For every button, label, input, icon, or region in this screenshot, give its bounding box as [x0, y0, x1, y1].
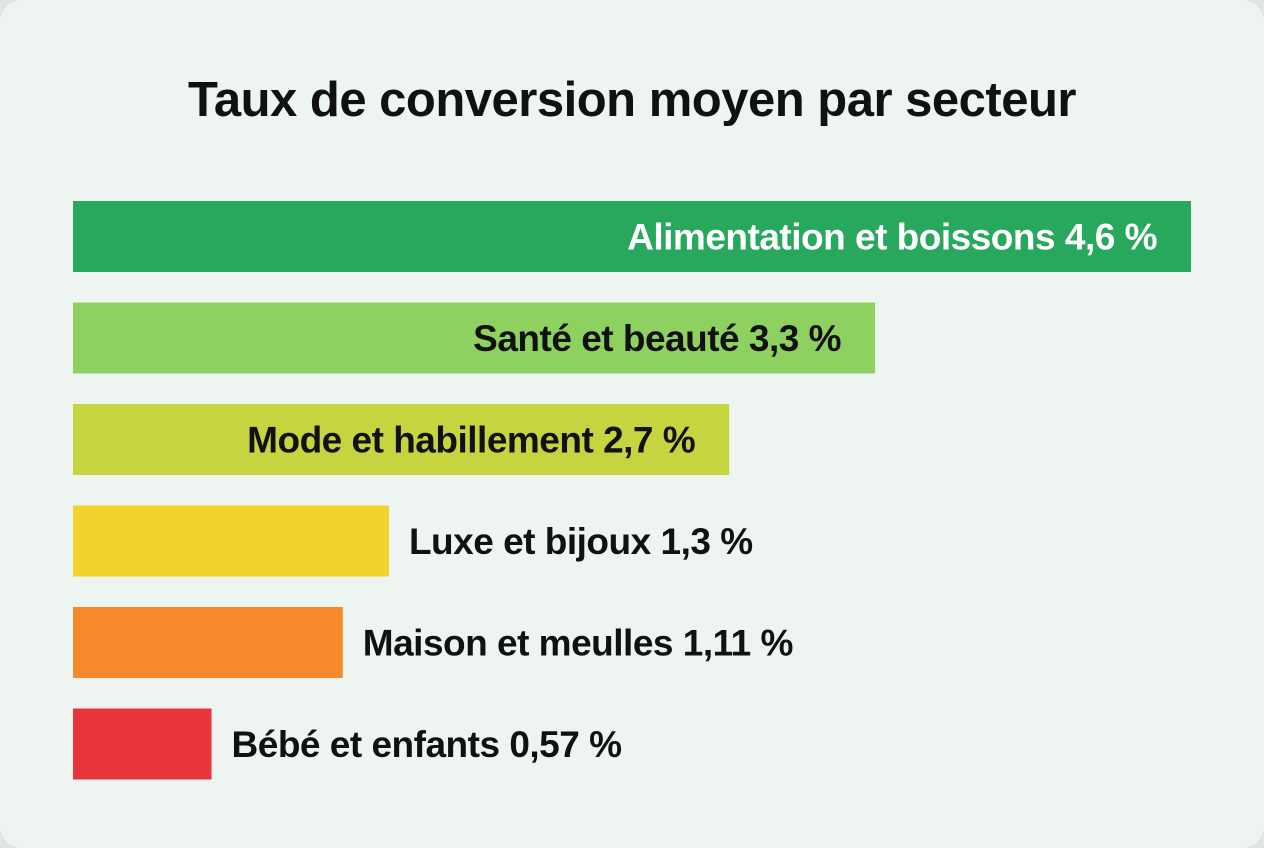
bar-6 — [73, 708, 212, 780]
bar-label-6: Bébé et enfants 0,57 % — [232, 724, 622, 765]
bar-label-5: Maison et meulles 1,11 % — [363, 623, 793, 664]
bar-label-3: Mode et habillement 2,7 % — [247, 420, 695, 461]
bar-5 — [73, 607, 343, 678]
bar-4 — [73, 505, 389, 577]
bar-label-2: Santé et beauté 3,3 % — [473, 318, 841, 359]
bar-3 — [73, 404, 730, 475]
bar-label-4: Luxe et bijoux 1,3 % — [409, 521, 753, 562]
bar-label-1: Alimentation et boissons 4,6 % — [627, 217, 1157, 258]
chart-title: Taux de conversion moyen par secteur — [188, 73, 1076, 127]
bar-1 — [73, 201, 1191, 272]
bar-2 — [73, 302, 876, 374]
